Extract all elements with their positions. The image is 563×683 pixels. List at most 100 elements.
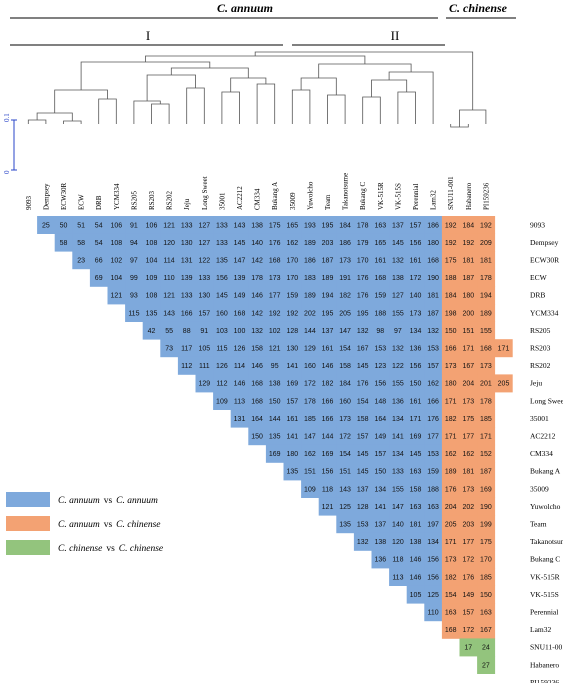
row-label: PI159236 [530,678,559,683]
matrix-cell [283,321,302,340]
matrix-cell [195,304,214,322]
column-header: Dempsey [42,183,50,210]
matrix-cell [459,409,478,428]
matrix-cell [353,392,372,410]
column-header: RS205 [130,190,138,210]
matrix-cell [424,216,443,234]
matrix-cell-value: 177 [269,293,281,300]
matrix-cell [160,304,179,322]
matrix-cell [371,532,390,551]
matrix-cell [318,304,337,322]
matrix-cell [318,427,337,446]
matrix-cell-value: 104 [110,275,122,282]
matrix-cell-value: 102 [269,328,281,335]
matrix-cell [371,427,390,446]
matrix-cell [318,356,337,375]
matrix-cell-value: 158 [410,486,422,493]
matrix-cell-value: 186 [339,240,351,247]
matrix-cell [477,251,496,270]
matrix-cell-value: 203 [322,240,334,247]
matrix-cell-value: 117 [181,346,192,353]
row-label: Perennial [530,608,558,617]
matrix-cell [318,286,337,305]
matrix-cell-value: 189 [445,469,457,476]
matrix-cell [301,233,320,252]
matrix-cell-value: 183 [304,275,316,282]
matrix-cell [72,216,91,234]
matrix-cell [371,374,390,393]
matrix-cell-value: 163 [480,610,492,617]
matrix-cell-value: 153 [427,346,439,353]
matrix-cell-value: 179 [357,240,369,247]
matrix-cell [336,515,355,534]
matrix-cell-value: 201 [480,381,492,388]
matrix-cell-value: 160 [216,310,228,317]
legend-swatch [6,516,50,531]
matrix-cell-value: 50 [60,222,68,229]
matrix-cell-value: 138 [374,539,386,546]
matrix-cell-value: 141 [286,434,298,441]
matrix-cell [424,550,443,569]
matrix-cell [72,251,91,270]
dendrogram-branch [300,77,337,95]
matrix-cell-value: 145 [357,363,369,370]
matrix-cell-value: 145 [357,469,369,476]
matrix-cell [477,233,496,252]
matrix-cell [406,515,425,534]
matrix-cell [424,585,443,604]
legend-swatch [6,492,50,507]
matrix-cell-value: 176 [462,574,474,581]
matrix-cell [424,374,443,393]
matrix-cell-value: 157 [427,363,439,370]
matrix-cell-value: 159 [286,293,298,300]
matrix-cell-value: 94 [130,240,138,247]
matrix-cell-value: 171 [445,434,457,441]
matrix-cell [353,374,372,393]
matrix-cell [389,480,408,498]
matrix-cell [371,480,390,498]
matrix-cell-value: 112 [216,381,227,388]
matrix-cell [336,251,355,270]
row-label: Jeju [530,379,542,388]
matrix-cell [477,304,496,322]
matrix-cell-value: 148 [374,398,386,405]
dendrogram-branch [145,55,366,64]
matrix-cell-value: 195 [357,310,369,317]
matrix-cell [353,532,372,551]
matrix-cell [406,480,425,498]
matrix-cell-value: 170 [286,258,298,265]
matrix-cell-value: 155 [480,328,492,335]
dendrogram-branch [291,89,311,124]
matrix-cell [283,304,302,322]
matrix-cell-value: 140 [251,240,263,247]
matrix-cell-value: 102 [110,258,122,265]
column-header: VK-515R [377,182,385,210]
matrix-cell-value: 195 [322,222,334,229]
matrix-cell [230,409,249,428]
matrix-cell-value: 111 [199,363,210,370]
matrix-cell [283,216,302,234]
matrix-cell-value: 168 [374,275,386,282]
matrix-cell [89,233,108,252]
matrix-cell-value: 156 [410,240,422,247]
matrix-cell-value: 186 [427,222,439,229]
matrix-cell-value: 147 [234,258,246,265]
matrix-cell-value: 184 [339,381,351,388]
matrix-cell [265,427,284,446]
matrix-cell-value: 165 [286,222,298,229]
matrix-cell-value: 137 [322,328,334,335]
matrix-cell [441,216,460,234]
row-label: Bukang A [530,467,561,476]
column-header: DRB [95,195,103,210]
matrix-cell-value: 157 [374,451,386,458]
matrix-cell-value: 159 [374,293,386,300]
matrix-cell [459,216,478,234]
matrix-cell-value: 142 [251,310,263,317]
matrix-cell-value: 113 [234,398,245,405]
matrix-cell [389,392,408,410]
matrix-cell [230,286,249,305]
matrix-cell [406,462,425,481]
matrix-cell [107,251,126,270]
matrix-cell [230,268,249,287]
matrix-cell [230,304,249,322]
